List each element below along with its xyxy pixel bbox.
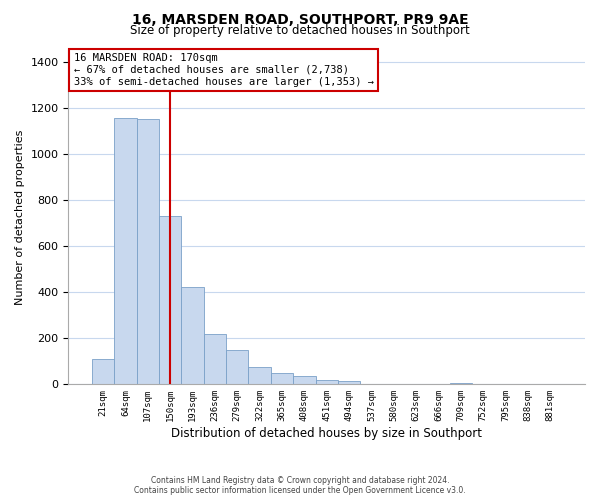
Bar — [450, 383, 472, 384]
Bar — [114, 118, 137, 384]
Bar — [137, 119, 159, 384]
Bar — [226, 350, 248, 384]
Text: 16 MARSDEN ROAD: 170sqm
← 67% of detached houses are smaller (2,738)
33% of semi: 16 MARSDEN ROAD: 170sqm ← 67% of detache… — [74, 54, 374, 86]
Bar — [204, 334, 226, 384]
Text: Size of property relative to detached houses in Southport: Size of property relative to detached ho… — [130, 24, 470, 37]
Bar — [181, 288, 204, 384]
Bar — [293, 376, 316, 384]
Text: 16, MARSDEN ROAD, SOUTHPORT, PR9 9AE: 16, MARSDEN ROAD, SOUTHPORT, PR9 9AE — [131, 12, 469, 26]
X-axis label: Distribution of detached houses by size in Southport: Distribution of detached houses by size … — [171, 427, 482, 440]
Bar — [159, 216, 181, 384]
Text: Contains HM Land Registry data © Crown copyright and database right 2024.
Contai: Contains HM Land Registry data © Crown c… — [134, 476, 466, 495]
Bar — [316, 380, 338, 384]
Bar — [338, 381, 360, 384]
Bar — [271, 373, 293, 384]
Bar — [248, 367, 271, 384]
Bar — [92, 359, 114, 384]
Y-axis label: Number of detached properties: Number of detached properties — [15, 130, 25, 305]
